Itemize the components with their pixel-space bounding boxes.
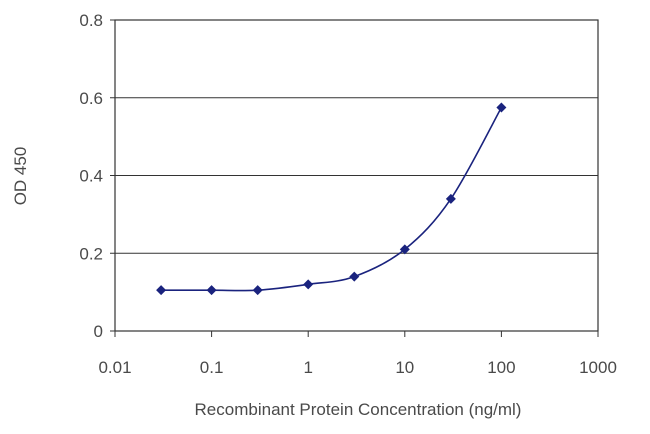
data-point-marker [496, 102, 507, 113]
y-tick-label: 0.6 [79, 89, 103, 108]
data-point-marker [303, 279, 314, 290]
x-tick-label: 1000 [579, 358, 617, 377]
y-axis-title: OD 450 [11, 147, 30, 206]
y-tick-label: 0.8 [79, 11, 103, 30]
x-axis-title: Recombinant Protein Concentration (ng/ml… [195, 400, 522, 419]
data-point-marker [445, 193, 456, 204]
data-point-marker [399, 244, 410, 255]
x-tick-label: 1 [303, 358, 312, 377]
gridlines [115, 97, 598, 254]
y-tick-label: 0 [94, 322, 103, 341]
x-tick-label: 100 [487, 358, 515, 377]
x-tick-label: 10 [395, 358, 414, 377]
y-tick-label: 0.4 [79, 167, 103, 186]
y-tick-label: 0.2 [79, 244, 103, 263]
data-point-marker [206, 285, 217, 296]
data-point-marker [252, 285, 263, 296]
data-points [156, 102, 507, 296]
x-tick-label: 0.01 [98, 358, 131, 377]
y-axis-ticks: 0 0.2 0.4 0.6 0.8 [79, 11, 115, 341]
x-tick-label: 0.1 [200, 358, 224, 377]
x-axis-ticks: 0.01 0.1 1 10 100 1000 [98, 331, 617, 377]
data-point-marker [156, 285, 167, 296]
data-point-marker [349, 271, 360, 282]
